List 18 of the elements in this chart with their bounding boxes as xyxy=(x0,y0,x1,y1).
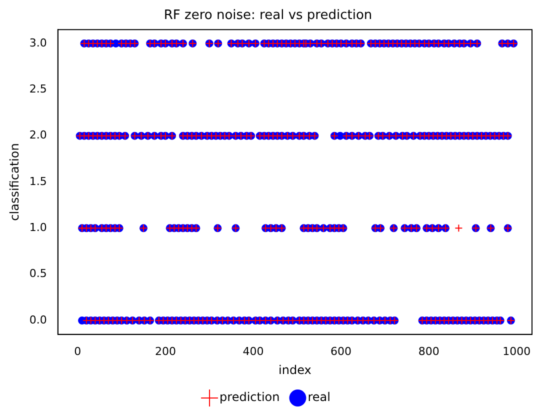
x-tick-label: 600 xyxy=(330,344,352,358)
y-tick-label: 1.0 xyxy=(29,221,47,234)
x-tick-label: 200 xyxy=(154,344,176,358)
chart-title: RF zero noise: real vs prediction xyxy=(164,8,372,24)
legend-label: real xyxy=(308,390,330,404)
x-tick-label: 800 xyxy=(418,344,440,358)
y-axis-title: classification xyxy=(7,143,22,221)
x-tick-label: 0 xyxy=(74,344,82,358)
x-tick-label: 400 xyxy=(242,344,264,358)
legend-label: prediction xyxy=(220,390,280,404)
y-tick-label: 0.5 xyxy=(29,267,47,280)
y-tick-label: 1.5 xyxy=(29,174,47,188)
y-tick-label: 2.5 xyxy=(29,82,47,96)
x-tick-label: 1000 xyxy=(502,344,531,358)
y-tick-label: 0.0 xyxy=(29,313,47,326)
y-tick-label: 2.0 xyxy=(29,128,47,142)
y-tick-label: 3.0 xyxy=(29,36,47,50)
x-axis-title: index xyxy=(278,362,312,377)
